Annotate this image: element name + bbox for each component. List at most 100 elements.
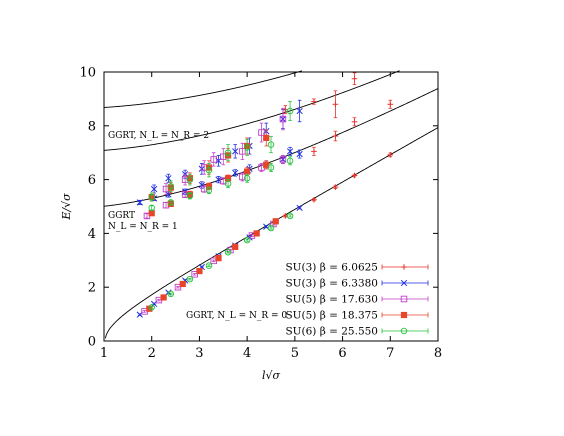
data-point (191, 271, 198, 278)
data-point (196, 267, 203, 275)
data-point (286, 212, 294, 220)
data-point (186, 275, 194, 283)
ggrt-curve-n2 (103, 70, 400, 151)
data-point (198, 181, 205, 189)
error-bar (169, 180, 173, 193)
legend-sample (381, 328, 429, 334)
legend-sample (381, 296, 429, 302)
x-tick-label: 2 (148, 346, 156, 361)
error-bar (245, 138, 249, 156)
error-bar (226, 251, 230, 254)
data-point (267, 141, 275, 148)
data-point (311, 98, 317, 105)
data-point (351, 75, 358, 82)
data-point (224, 149, 232, 156)
data-point (232, 243, 239, 250)
data-point (263, 161, 270, 168)
error-bar (226, 144, 230, 162)
error-bar (192, 273, 197, 276)
data-point (279, 156, 287, 163)
plot-frame (103, 71, 439, 342)
data-point (148, 193, 155, 201)
data-point (232, 169, 239, 177)
data-point (258, 129, 265, 136)
error-bar (157, 298, 161, 302)
error-bar (259, 122, 264, 143)
error-bar (169, 292, 173, 296)
error-bar (207, 163, 211, 178)
data-point (243, 236, 251, 244)
data-point (296, 150, 303, 158)
y-tick-label: 0 (88, 335, 96, 350)
data-point (205, 187, 213, 194)
error-bar (149, 205, 154, 211)
data-point (253, 230, 260, 237)
data-points (136, 72, 394, 318)
y-tick-label: 4 (88, 227, 96, 242)
data-point (224, 248, 232, 256)
ggrt-curve-n3 (103, 70, 303, 108)
x-tick-label: 8 (434, 346, 442, 361)
error-bar (288, 214, 292, 218)
legend-marker (400, 327, 408, 335)
ggrt-curve-n0 (104, 127, 439, 339)
data-point (286, 148, 294, 155)
data-point (205, 262, 213, 269)
data-point (243, 144, 251, 151)
error-bar (240, 142, 245, 160)
data-point (311, 196, 317, 203)
data-point (263, 134, 270, 142)
legend-marker (400, 295, 408, 303)
error-bar (142, 310, 147, 313)
error-bar (183, 173, 187, 186)
error-bar (221, 148, 226, 166)
data-point (167, 199, 175, 206)
y-tick-label: 6 (88, 173, 96, 188)
data-point (272, 218, 279, 225)
legend-label: SU(3) β = 6.3380 (285, 278, 378, 290)
data-point (387, 152, 394, 158)
error-bar (211, 259, 216, 263)
data-point (296, 107, 303, 115)
ggrt-curve-n1 (103, 88, 439, 207)
data-point (186, 192, 194, 199)
legend-label: SU(3) β = 6.0625 (285, 262, 378, 274)
series-4 (148, 101, 294, 311)
annotation-ggrt-n1-title: GGRT (108, 211, 135, 221)
axis-ticks: 1 2 3 4 5 6 7 8 0 2 4 6 8 10 (79, 66, 442, 362)
error-bar (176, 285, 180, 289)
annotation-ggrt-n1-label: N_L = N_R = 1 (108, 222, 178, 232)
x-tick-label: 1 (100, 346, 108, 361)
data-point (243, 175, 251, 182)
ggrt-curves (103, 70, 439, 339)
error-bar (269, 226, 273, 230)
data-point (232, 148, 239, 155)
legend-label: SU(5) β = 17.630 (285, 294, 378, 306)
data-point (167, 290, 175, 298)
x-axis-label: l√σ (262, 369, 281, 382)
data-point (148, 210, 155, 217)
legend-label: SU(6) β = 25.550 (285, 326, 378, 338)
y-axis-label: E/√σ (60, 193, 73, 221)
data-point (239, 173, 246, 181)
series-3 (146, 129, 279, 312)
error-bar (269, 136, 273, 154)
x-tick-label: 4 (243, 346, 251, 361)
legend-label: SU(5) β = 18.375 (285, 310, 378, 322)
x-tick-label: 6 (338, 346, 346, 361)
data-point (279, 115, 287, 123)
y-tick-label: 2 (88, 281, 96, 296)
y-tick-label: 8 (88, 119, 96, 134)
data-point (148, 304, 155, 311)
x-tick-label: 5 (291, 346, 299, 361)
legend: SU(3) β = 6.0625 SU(3) β = 6.3380 SU(5) β … (285, 262, 429, 338)
error-bar (149, 306, 154, 309)
annotation-ggrt-n2: GGRT, N_L = N_R = 2 (108, 131, 209, 141)
error-bar (145, 213, 149, 219)
data-point (174, 283, 182, 291)
error-bar (164, 202, 168, 209)
error-bar (188, 173, 192, 186)
data-point (332, 184, 339, 190)
annotation-ggrt-n0: GGRT, N_L = N_R = 0 (186, 311, 287, 321)
x-tick-label: 7 (386, 346, 394, 361)
